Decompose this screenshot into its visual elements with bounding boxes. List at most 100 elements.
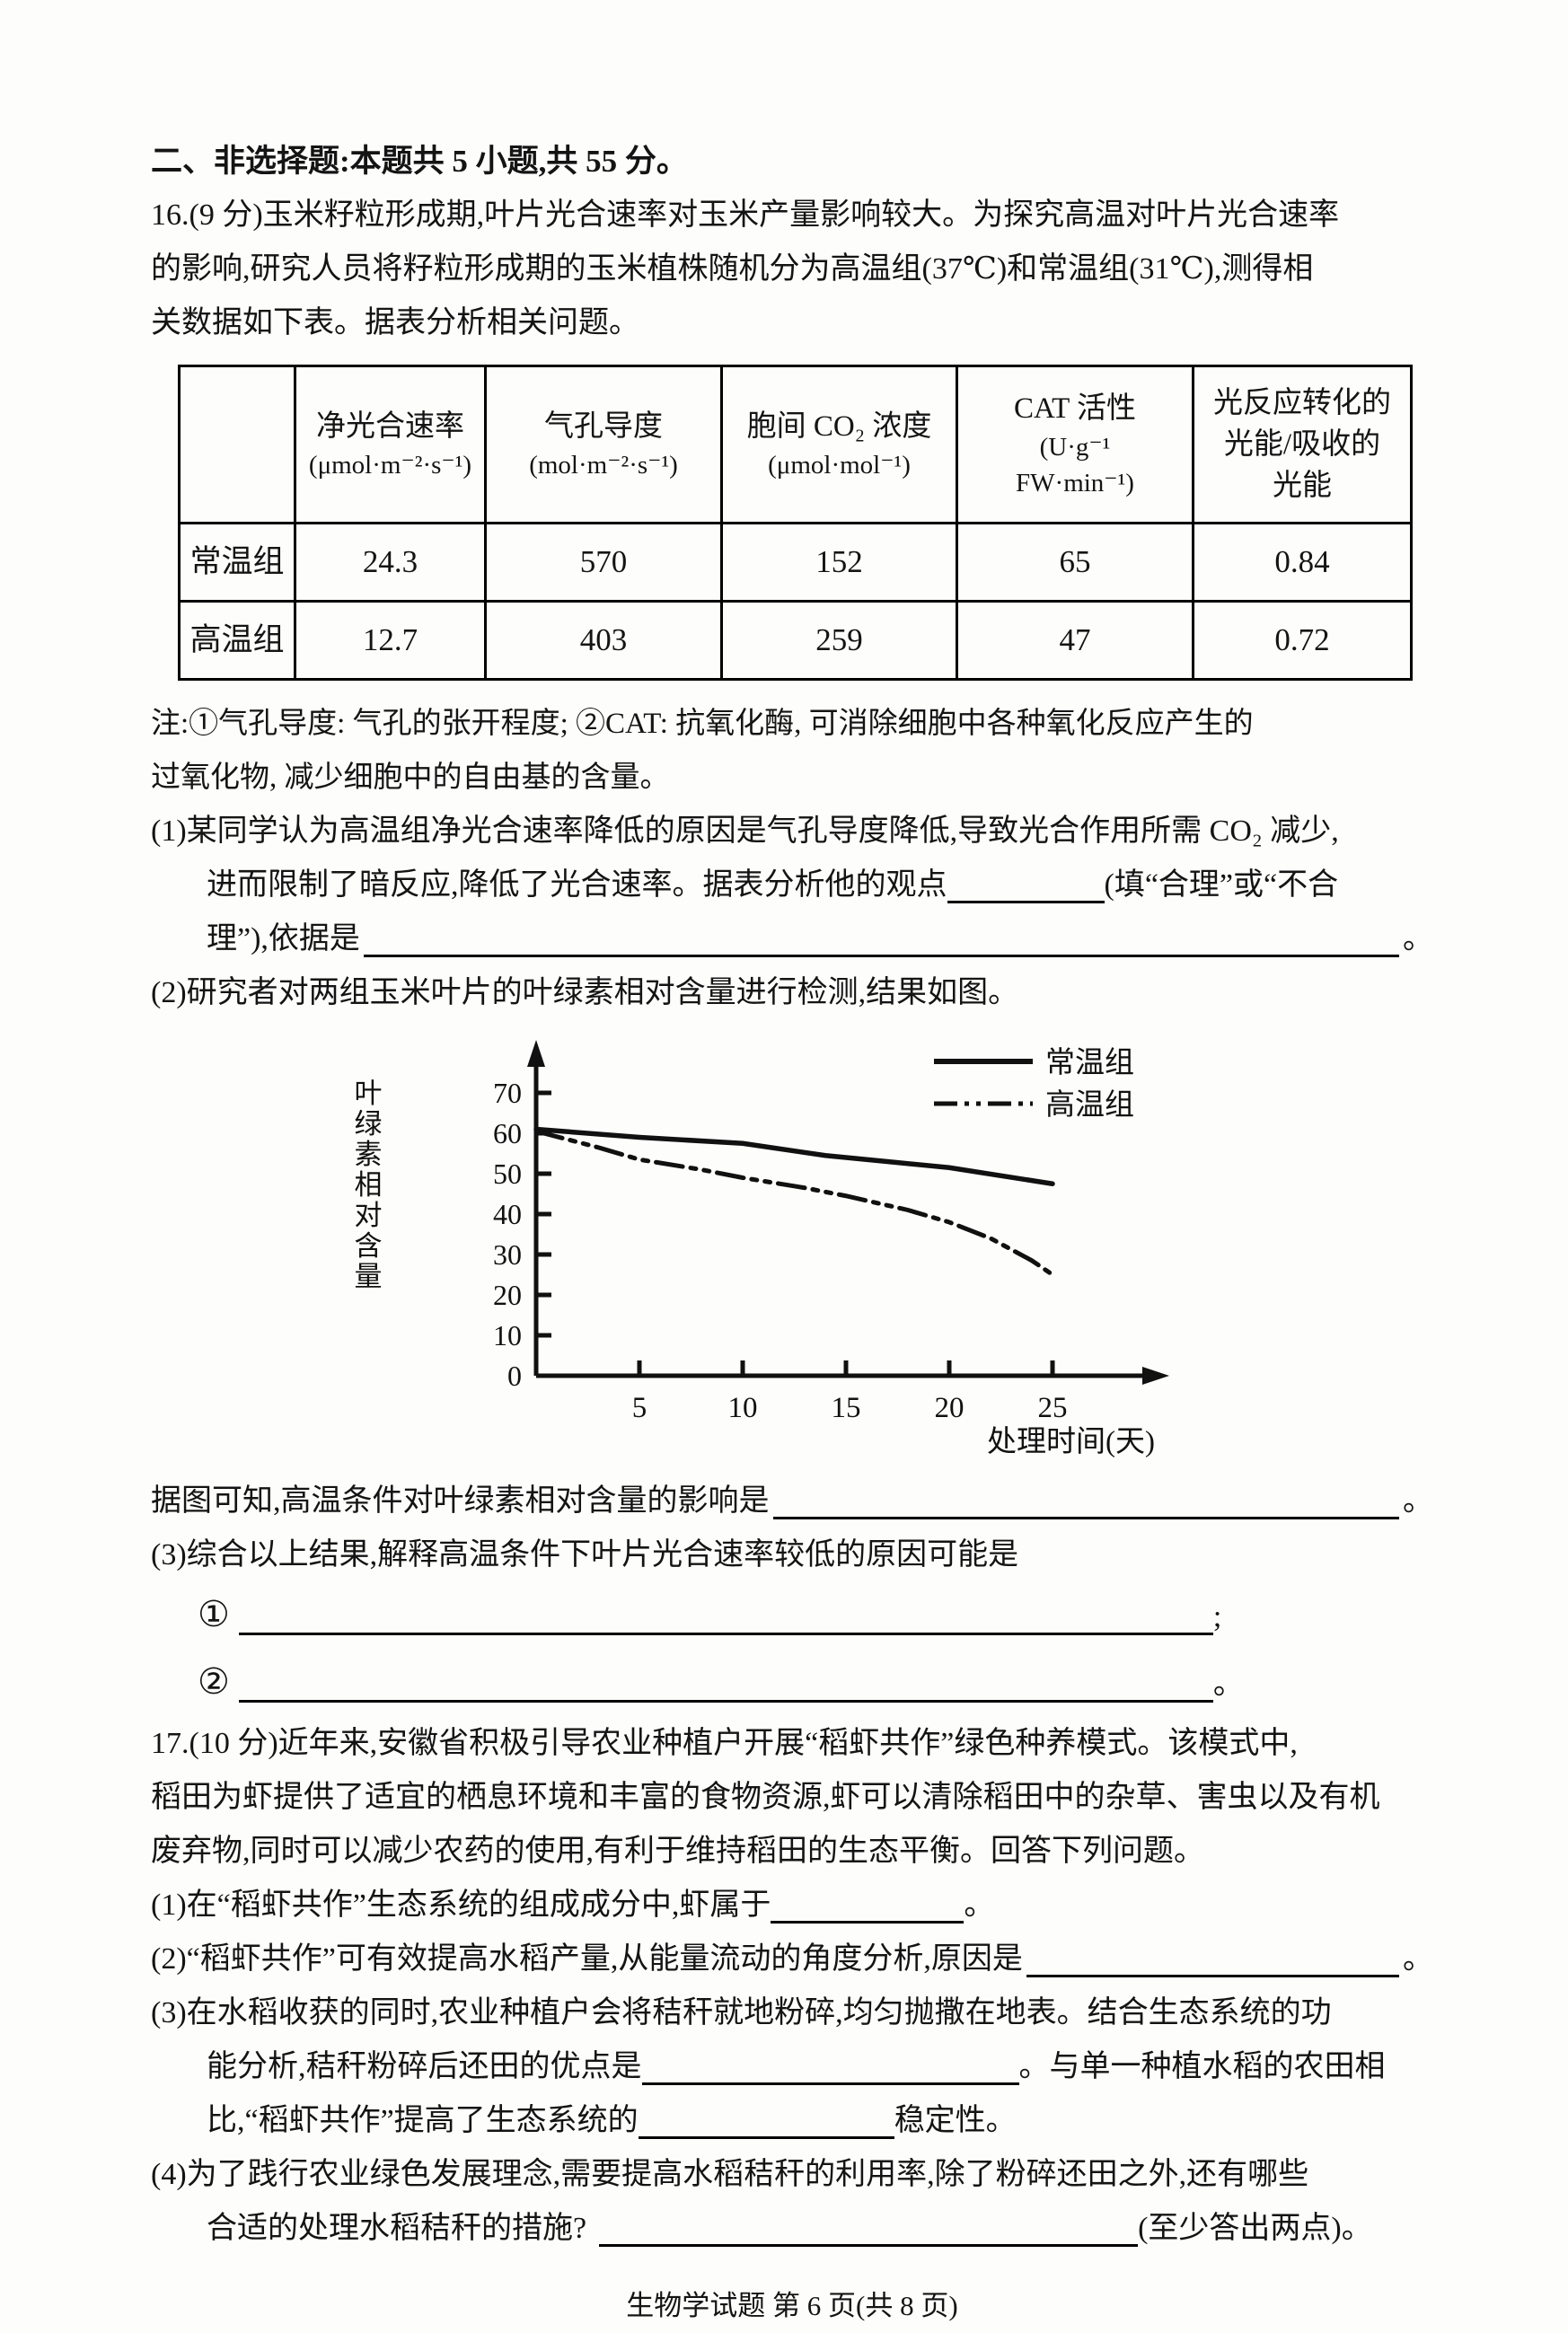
svg-text:5: 5 bbox=[632, 1392, 647, 1424]
cell-value: 12.7 bbox=[294, 600, 487, 681]
text: 。 bbox=[1403, 1942, 1433, 1976]
q16-item-2: ②。 bbox=[151, 1650, 1433, 1717]
answer-blank bbox=[363, 955, 1399, 957]
text: 合适的处理水稻秸秆的措施? bbox=[207, 2212, 587, 2245]
col-name: 胞间 CO₂ 浓度 bbox=[746, 410, 932, 443]
col-name: CAT 活性 bbox=[1014, 392, 1136, 425]
col-unit: (mol·m⁻²·s⁻¹) bbox=[529, 451, 678, 480]
row-label: 高温组 bbox=[178, 600, 296, 681]
text: ; bbox=[1212, 1600, 1222, 1633]
svg-text:20: 20 bbox=[493, 1279, 522, 1311]
answer-blank bbox=[772, 1517, 1399, 1519]
text: 稳定性。 bbox=[894, 2104, 1017, 2137]
q17-intro-line-2: 稻田为虾提供了适宜的栖息环境和丰富的食物资源,虾可以清除稻田中的杂草、害虫以及有… bbox=[151, 1781, 1380, 1814]
q17-intro-line-1: 17.(10 分)近年来,安徽省积极引导农业种植户开展“稻虾共作”绿色种养模式。… bbox=[151, 1727, 1298, 1760]
text: (至少答出两点)。 bbox=[1138, 2212, 1372, 2245]
answer-blank bbox=[1026, 1975, 1399, 1977]
svg-text:绿: 绿 bbox=[355, 1108, 383, 1140]
cell-value: 24.3 bbox=[294, 522, 487, 603]
cell-value: 47 bbox=[956, 600, 1194, 681]
svg-text:处理时间(天): 处理时间(天) bbox=[987, 1425, 1155, 1458]
svg-text:高温组: 高温组 bbox=[1045, 1088, 1134, 1122]
text: 。 bbox=[1403, 922, 1433, 955]
q16-part1-line-3: 理”),依据是 。 bbox=[151, 912, 1433, 966]
q16-after-chart-line: 据图可知,高温条件对叶绿素相对含量的影响是 。 bbox=[151, 1475, 1433, 1528]
q16-part1-line-1: (1)某同学认为高温组净光合速率降低的原因是气孔导度降低,导致光合作用所需 CO… bbox=[151, 814, 1339, 848]
q17-part1-line: (1)在“稻虾共作”生态系统的组成成分中,虾属于 。 bbox=[151, 1879, 1433, 1932]
cell-value: 259 bbox=[720, 600, 958, 681]
cell-value: 0.84 bbox=[1192, 522, 1413, 603]
text: 。 bbox=[964, 1888, 995, 1922]
col-stomatal-conductance: 气孔导度 (mol·m⁻²·s⁻¹) bbox=[484, 365, 723, 524]
text: 。 bbox=[1403, 1484, 1433, 1518]
col-light-conversion: 光反应转化的 光能/吸收的 光能 bbox=[1192, 365, 1413, 524]
col-net-photosynthesis: 净光合速率 (μmol·m⁻²·s⁻¹) bbox=[294, 365, 487, 524]
col-unit: FW·min⁻¹) bbox=[1016, 469, 1134, 497]
svg-text:60: 60 bbox=[493, 1117, 522, 1149]
answer-blank bbox=[641, 2082, 1019, 2085]
svg-text:叶: 叶 bbox=[355, 1078, 383, 1109]
text: 。与单一种植水稻的农田相 bbox=[1018, 2050, 1386, 2083]
text: 比,“稻虾共作”提高了生态系统的 bbox=[207, 2104, 639, 2137]
svg-text:含: 含 bbox=[355, 1230, 383, 1262]
answer-blank bbox=[638, 2136, 894, 2139]
text: 理”),依据是 bbox=[207, 922, 360, 955]
svg-text:相: 相 bbox=[355, 1169, 383, 1201]
svg-text:0: 0 bbox=[507, 1360, 522, 1392]
answer-blank bbox=[238, 1633, 1213, 1635]
col-unit: (U·g⁻¹ bbox=[1039, 433, 1111, 462]
col-name: 气孔导度 bbox=[544, 410, 663, 443]
q16-part1-line-2: 进而限制了暗反应,降低了光合速率。据表分析他的观点 (填“合理”或“不合 bbox=[151, 858, 1433, 912]
answer-blank bbox=[771, 1921, 965, 1924]
q17-intro-line-3: 废弃物,同时可以减少农药的使用,有利于维持稻田的生态平衡。回答下列问题。 bbox=[151, 1835, 1204, 1868]
chlorophyll-chart: 0 10 20 30 40 50 60 70 5 10 15 20 25 叶绿素相对含量处理时间(天) 常温… bbox=[151, 1026, 1433, 1475]
text: 进而限制了暗反应,降低了光合速率。据表分析他的观点 bbox=[207, 868, 947, 902]
cell-value: 65 bbox=[956, 522, 1194, 603]
answer-blank bbox=[238, 1700, 1213, 1703]
q16-intro-line-3: 关数据如下表。据表分析相关问题。 bbox=[151, 306, 639, 339]
q16-data-table: 净光合速率 (μmol·m⁻²·s⁻¹) 气孔导度 (mol·m⁻²·s⁻¹) … bbox=[178, 365, 1413, 681]
col-name: 光能 bbox=[1273, 470, 1332, 502]
row-label: 常温组 bbox=[178, 522, 296, 603]
svg-text:40: 40 bbox=[493, 1198, 522, 1230]
col-unit: (μmol·mol⁻¹) bbox=[768, 451, 911, 480]
svg-text:70: 70 bbox=[493, 1077, 522, 1109]
q17-part4-line-2: 合适的处理水稻秸秆的措施? (至少答出两点)。 bbox=[151, 2202, 1433, 2256]
col-name: 净光合速率 bbox=[316, 410, 464, 443]
col-cat-activity: CAT 活性 (U·g⁻¹ FW·min⁻¹) bbox=[956, 365, 1194, 524]
q16-part3-line: (3)综合以上结果,解释高温条件下叶片光合速率较低的原因可能是 bbox=[151, 1538, 1019, 1571]
col-intercellular-co2: 胞间 CO₂ 浓度 (μmol·mol⁻¹) bbox=[720, 365, 958, 524]
q17-part3-line-3: 比,“稻虾共作”提高了生态系统的 稳定性。 bbox=[151, 2094, 1433, 2148]
q16-part2-line: (2)研究者对两组玉米叶片的叶绿素相对含量进行检测,结果如图。 bbox=[151, 976, 1019, 1009]
col-name: 光能/吸收的 bbox=[1223, 428, 1381, 461]
svg-text:15: 15 bbox=[832, 1392, 861, 1424]
text: 能分析,秸秆粉碎后还田的优点是 bbox=[207, 2050, 642, 2083]
svg-text:30: 30 bbox=[493, 1238, 522, 1271]
svg-text:常温组: 常温组 bbox=[1045, 1046, 1134, 1079]
svg-text:10: 10 bbox=[728, 1392, 758, 1424]
q16-item-1: ①; bbox=[151, 1582, 1433, 1650]
cell-value: 0.72 bbox=[1192, 600, 1413, 681]
table-note-line-2: 过氧化物, 减少细胞中的自由基的含量。 bbox=[151, 762, 670, 794]
table-corner-cell bbox=[178, 365, 296, 524]
text: (1)在“稻虾共作”生态系统的组成成分中,虾属于 bbox=[151, 1888, 771, 1922]
page-footer: 生物学试题 第 6 页(共 8 页) bbox=[626, 2290, 958, 2321]
cell-value: 570 bbox=[484, 522, 723, 603]
svg-text:对: 对 bbox=[355, 1200, 383, 1231]
text: 据图可知,高温条件对叶绿素相对含量的影响是 bbox=[151, 1484, 770, 1518]
svg-text:20: 20 bbox=[935, 1392, 965, 1424]
q17-part2-line: (2)“稻虾共作”可有效提高水稻产量,从能量流动的角度分析,原因是 。 bbox=[151, 1932, 1433, 1986]
text: (2)“稻虾共作”可有效提高水稻产量,从能量流动的角度分析,原因是 bbox=[151, 1942, 1023, 1976]
table-row-normal-temp: 常温组 24.3 570 152 65 0.84 bbox=[178, 522, 1413, 603]
q16-intro-line-2: 的影响,研究人员将籽粒形成期的玉米植株随机分为高温组(37℃)和常温组(31℃)… bbox=[151, 252, 1314, 286]
svg-text:50: 50 bbox=[493, 1158, 522, 1190]
answer-blank bbox=[599, 2244, 1139, 2247]
table-note-line-1: 注:①气孔导度: 气孔的张开程度; ②CAT: 抗氧化酶, 可消除细胞中各种氧化… bbox=[151, 708, 1254, 740]
q17-part4-line-1: (4)为了践行农业绿色发展理念,需要提高水稻秸秆的利用率,除了粉碎还田之外,还有… bbox=[151, 2158, 1309, 2191]
svg-text:量: 量 bbox=[355, 1261, 383, 1292]
table-row-high-temp: 高温组 12.7 403 259 47 0.72 bbox=[178, 600, 1413, 681]
section-header: 二、非选择题:本题共 5 小题,共 55 分。 bbox=[151, 144, 688, 179]
q17-part3-line-2: 能分析,秸秆粉碎后还田的优点是 。与单一种植水稻的农田相 bbox=[151, 2040, 1433, 2094]
